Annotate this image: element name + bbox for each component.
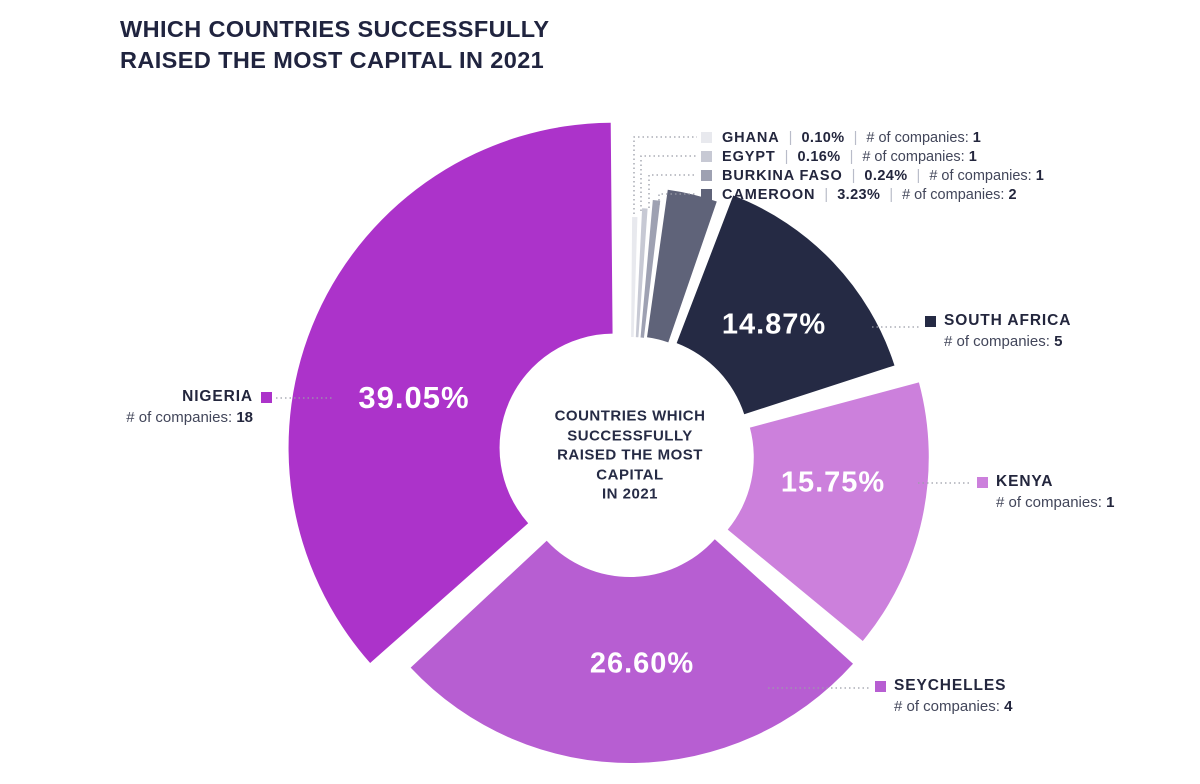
pie-slice-south-africa <box>676 195 895 415</box>
companies-count: 2 <box>1008 186 1017 203</box>
callout-country-name: SOUTH AFRICA <box>944 312 1072 329</box>
separator: | <box>824 186 829 203</box>
page-title-line2: RAISED THE MOST CAPITAL IN 2021 <box>120 47 545 73</box>
separator: | <box>849 148 854 165</box>
companies-count: 1 <box>1035 167 1044 184</box>
callout-nigeria: NIGERIA # of companies: 18 <box>126 388 272 426</box>
legend-row-burkina-faso: BURKINA FASO | 0.24% | # of companies: 1 <box>701 166 1044 185</box>
pie-slice-burkina-faso <box>640 200 661 338</box>
callout-companies: # of companies: 18 <box>126 409 272 426</box>
separator: | <box>788 129 793 146</box>
legend-swatch-burkina-faso <box>701 170 712 181</box>
legend-swatch-egypt <box>701 151 712 162</box>
legend-row-egypt: EGYPT | 0.16% | # of companies: 1 <box>701 147 977 166</box>
companies-count: 1 <box>968 148 977 165</box>
companies-label: # of companies: <box>929 167 1032 184</box>
companies-count: 1 <box>1106 494 1115 511</box>
center-label-line: COUNTRIES WHICH <box>554 407 706 425</box>
legend-row-ghana: GHANA | 0.10% | # of companies: 1 <box>701 128 981 147</box>
callout-country-name: SEYCHELLES <box>894 677 1007 694</box>
slice-value-seychelles: 26.60% <box>589 647 695 680</box>
companies-label: # of companies: <box>894 698 1000 715</box>
legend-companies: # of companies: 1 <box>866 130 980 146</box>
pie-slice-kenya <box>727 382 929 641</box>
companies-count: 5 <box>1054 333 1063 350</box>
legend-swatch-ghana <box>701 132 712 143</box>
legend-swatch-kenya <box>977 476 988 488</box>
pie-slice-egypt <box>635 208 648 338</box>
pie-slice-nigeria <box>288 122 613 664</box>
leader-line-ghana <box>633 136 697 214</box>
companies-count: 18 <box>236 409 253 426</box>
companies-label: # of companies: <box>944 333 1050 350</box>
legend-country-name: CAMEROON <box>722 186 816 203</box>
callout-kenya: KENYA # of companies: 1 <box>977 473 1114 511</box>
callout-companies: # of companies: 4 <box>875 698 1012 715</box>
separator: | <box>889 186 894 203</box>
callout-companies: # of companies: 5 <box>925 333 1071 350</box>
legend-country-pct: 0.24% <box>864 167 908 184</box>
separator: | <box>851 167 856 184</box>
legend-swatch-nigeria <box>261 391 272 403</box>
callout-south-africa: SOUTH AFRICA # of companies: 5 <box>925 312 1071 350</box>
pie-slice-ghana <box>631 217 638 338</box>
companies-label: # of companies: <box>862 148 965 165</box>
legend-country-name: EGYPT <box>722 148 776 165</box>
separator: | <box>853 129 858 146</box>
leader-line-burkina-faso <box>648 174 697 208</box>
companies-label: # of companies: <box>126 409 233 426</box>
legend-row-cameroon: CAMEROON | 3.23% | # of companies: 2 <box>701 185 1017 204</box>
companies-label: # of companies: <box>902 186 1005 203</box>
legend-country-pct: 0.10% <box>801 129 845 146</box>
center-label-line: CAPITAL <box>596 465 664 483</box>
separator: | <box>784 148 789 165</box>
legend-swatch-seychelles <box>875 680 886 692</box>
separator: | <box>916 167 921 184</box>
callout-seychelles: SEYCHELLES # of companies: 4 <box>875 677 1012 715</box>
center-label-line: SUCCESSFULLY <box>567 426 693 444</box>
slice-value-south-africa: 14.87% <box>721 308 827 341</box>
legend-country-pct: 3.23% <box>837 186 881 203</box>
companies-count: 1 <box>972 129 981 146</box>
center-label-line: RAISED THE MOST <box>557 446 703 464</box>
page-title: WHICH COUNTRIES SUCCESSFULLY RAISED THE … <box>120 14 549 76</box>
leader-line-egypt <box>640 155 697 211</box>
center-label-line: IN 2021 <box>601 485 659 503</box>
legend-country-name: GHANA <box>722 129 780 146</box>
companies-count: 4 <box>1004 698 1013 715</box>
legend-companies: # of companies: 1 <box>862 149 976 165</box>
donut-center-label: COUNTRIES WHICH SUCCESSFULLY RAISED THE … <box>515 406 745 504</box>
pie-slice-seychelles <box>410 539 854 763</box>
companies-label: # of companies: <box>866 129 969 146</box>
slice-value-nigeria: 39.05% <box>358 380 470 415</box>
callout-country-name: NIGERIA <box>182 388 253 405</box>
legend-country-pct: 0.16% <box>797 148 841 165</box>
companies-label: # of companies: <box>996 494 1102 511</box>
legend-swatch-south-africa <box>925 315 936 327</box>
donut-hole <box>515 340 745 570</box>
callout-country-name: KENYA <box>996 473 1054 490</box>
slice-value-kenya: 15.75% <box>780 466 886 499</box>
legend-country-name: BURKINA FASO <box>722 167 843 184</box>
page-title-line1: WHICH COUNTRIES SUCCESSFULLY <box>120 16 550 42</box>
legend-swatch-cameroon <box>701 189 712 200</box>
legend-companies: # of companies: 2 <box>902 187 1016 203</box>
callout-companies: # of companies: 1 <box>977 494 1114 511</box>
legend-companies: # of companies: 1 <box>929 168 1043 184</box>
pie-slice-cameroon <box>647 189 717 343</box>
leader-line-cameroon <box>658 193 697 205</box>
